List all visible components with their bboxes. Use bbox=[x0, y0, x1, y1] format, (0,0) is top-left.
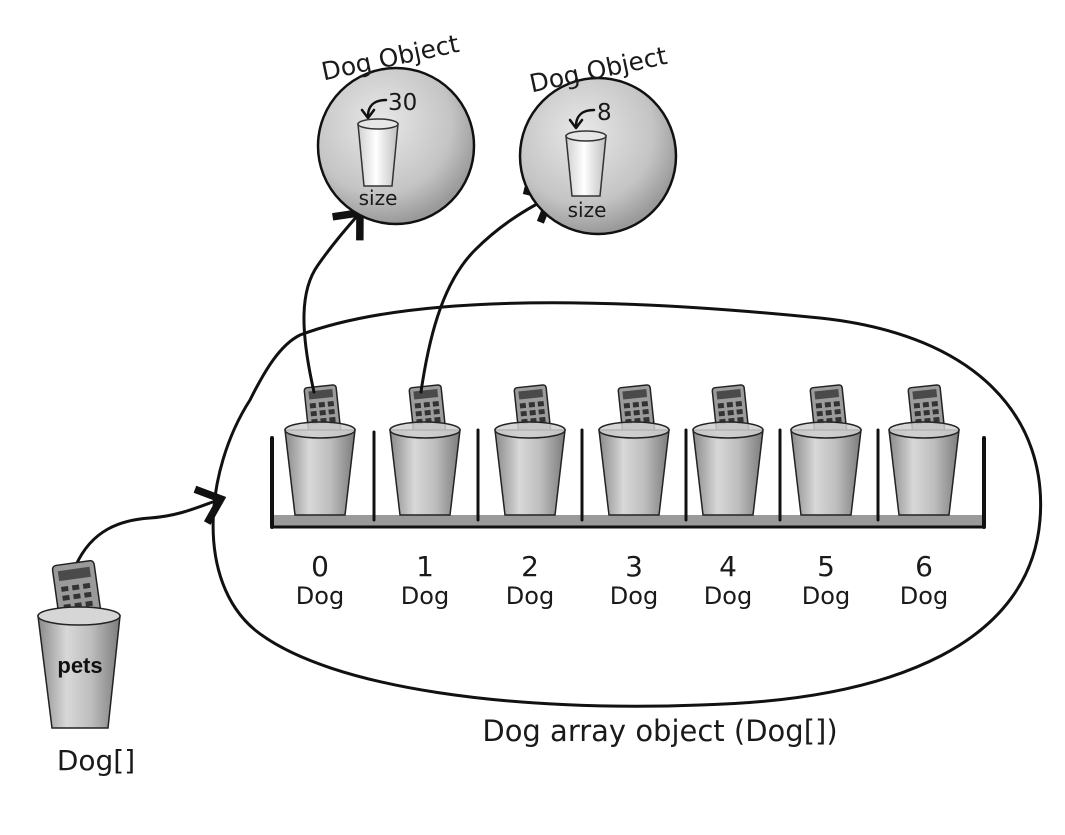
slot-type-label: Dog bbox=[802, 582, 850, 610]
dog-object-2-value: 8 bbox=[597, 100, 612, 126]
array-slot-4 bbox=[692, 384, 764, 516]
dog-object-1-field: size bbox=[359, 186, 398, 210]
slot-index-label: 0 bbox=[311, 550, 329, 583]
slot-type-label: Dog bbox=[401, 582, 449, 610]
dog-object-2: Dog Object 8 size bbox=[518, 41, 678, 236]
slot-index-label: 5 bbox=[817, 550, 835, 583]
array-slot-1 bbox=[389, 384, 461, 516]
pets-label: pets bbox=[57, 653, 102, 678]
array-slot-0 bbox=[284, 384, 356, 516]
slot-type-label: Dog bbox=[610, 582, 658, 610]
arrow-slot0-to-object bbox=[302, 208, 364, 394]
slot-type-label: Dog bbox=[704, 582, 752, 610]
slot-index-label: 2 bbox=[521, 550, 539, 583]
arrow-slot1-to-object bbox=[419, 186, 556, 394]
arrow-pets-to-array bbox=[74, 485, 227, 567]
pets-reference-cup: pets bbox=[37, 559, 121, 729]
size-field-cup-icon bbox=[357, 123, 399, 187]
array-shelf bbox=[270, 428, 986, 529]
slot-index-label: 4 bbox=[719, 550, 737, 583]
size-field-cup-icon bbox=[565, 135, 607, 197]
array-slot-5 bbox=[790, 384, 862, 516]
slot-index-label: 6 bbox=[915, 550, 933, 583]
dog-object-2-field: size bbox=[568, 198, 607, 222]
array-slots bbox=[284, 384, 960, 516]
slot-type-label: Dog bbox=[296, 582, 344, 610]
array-slot-6 bbox=[888, 384, 960, 516]
array-slot-3 bbox=[598, 384, 670, 516]
array-slot-2 bbox=[494, 384, 566, 516]
slot-index-label: 1 bbox=[416, 550, 434, 583]
array-caption: Dog array object (Dog[]) bbox=[482, 714, 837, 748]
dog-object-1: Dog Object 30 size bbox=[316, 29, 476, 226]
slot-index-label: 3 bbox=[625, 550, 643, 583]
slot-type-label: Dog bbox=[900, 582, 948, 610]
dog-object-1-value: 30 bbox=[388, 90, 417, 116]
slot-type-label: Dog bbox=[506, 582, 554, 610]
pets-type-label: Dog[] bbox=[57, 744, 135, 777]
